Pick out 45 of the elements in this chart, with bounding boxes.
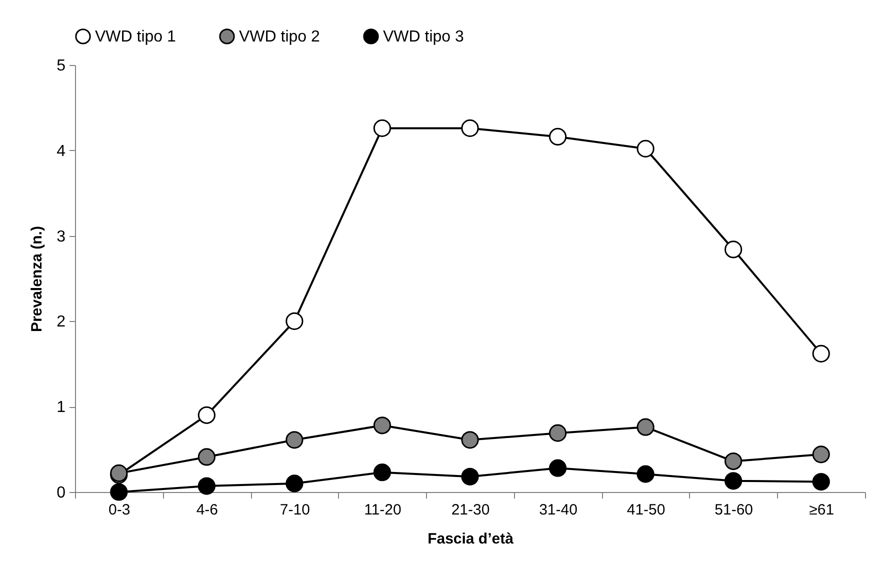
point <box>548 128 567 146</box>
point <box>812 472 830 491</box>
point <box>461 119 479 137</box>
x-tick-label: 21-30 <box>451 502 490 518</box>
x-tick-label: 7-10 <box>280 502 310 518</box>
point <box>812 446 830 464</box>
point <box>548 459 567 477</box>
point <box>286 312 304 330</box>
point <box>373 416 392 434</box>
y-tick-label: 0 <box>56 484 66 502</box>
legend-label: VWD tipo 1 <box>95 28 176 46</box>
x-tick-label: ≥61 <box>809 502 834 518</box>
y-tick-label: 5 <box>56 58 66 74</box>
point <box>198 477 216 495</box>
x-tick-label: 0-3 <box>108 502 130 518</box>
point <box>286 431 304 449</box>
point <box>724 472 742 490</box>
point <box>548 424 567 442</box>
point <box>636 465 654 483</box>
legend-label: VWD tipo 3 <box>383 28 464 46</box>
x-tick-label: 11-20 <box>364 502 402 518</box>
point <box>636 140 654 158</box>
legend-label: VWD tipo 2 <box>239 28 320 46</box>
point <box>636 418 654 436</box>
point <box>110 483 128 501</box>
point <box>812 344 830 362</box>
x-tick-label: 41-50 <box>626 502 666 518</box>
x-tick-label: 51-60 <box>714 502 754 518</box>
y-tick-label: 4 <box>56 142 66 160</box>
y-tick-label: 3 <box>56 228 66 246</box>
point <box>461 468 479 486</box>
point <box>461 431 479 449</box>
y-axis-title: Prevalenza (n.) <box>28 226 46 332</box>
y-tick-label: 2 <box>56 314 66 331</box>
point <box>198 448 216 466</box>
x-tick-label: 4-6 <box>196 502 218 518</box>
y-tick-label: 1 <box>56 399 66 416</box>
point <box>373 119 392 137</box>
point <box>286 474 304 492</box>
point <box>373 464 392 482</box>
point <box>724 452 742 470</box>
point <box>724 240 742 258</box>
point <box>198 406 216 424</box>
x-axis-title: Fascia d’età <box>428 530 514 548</box>
x-tick-label: 31-40 <box>539 502 578 518</box>
